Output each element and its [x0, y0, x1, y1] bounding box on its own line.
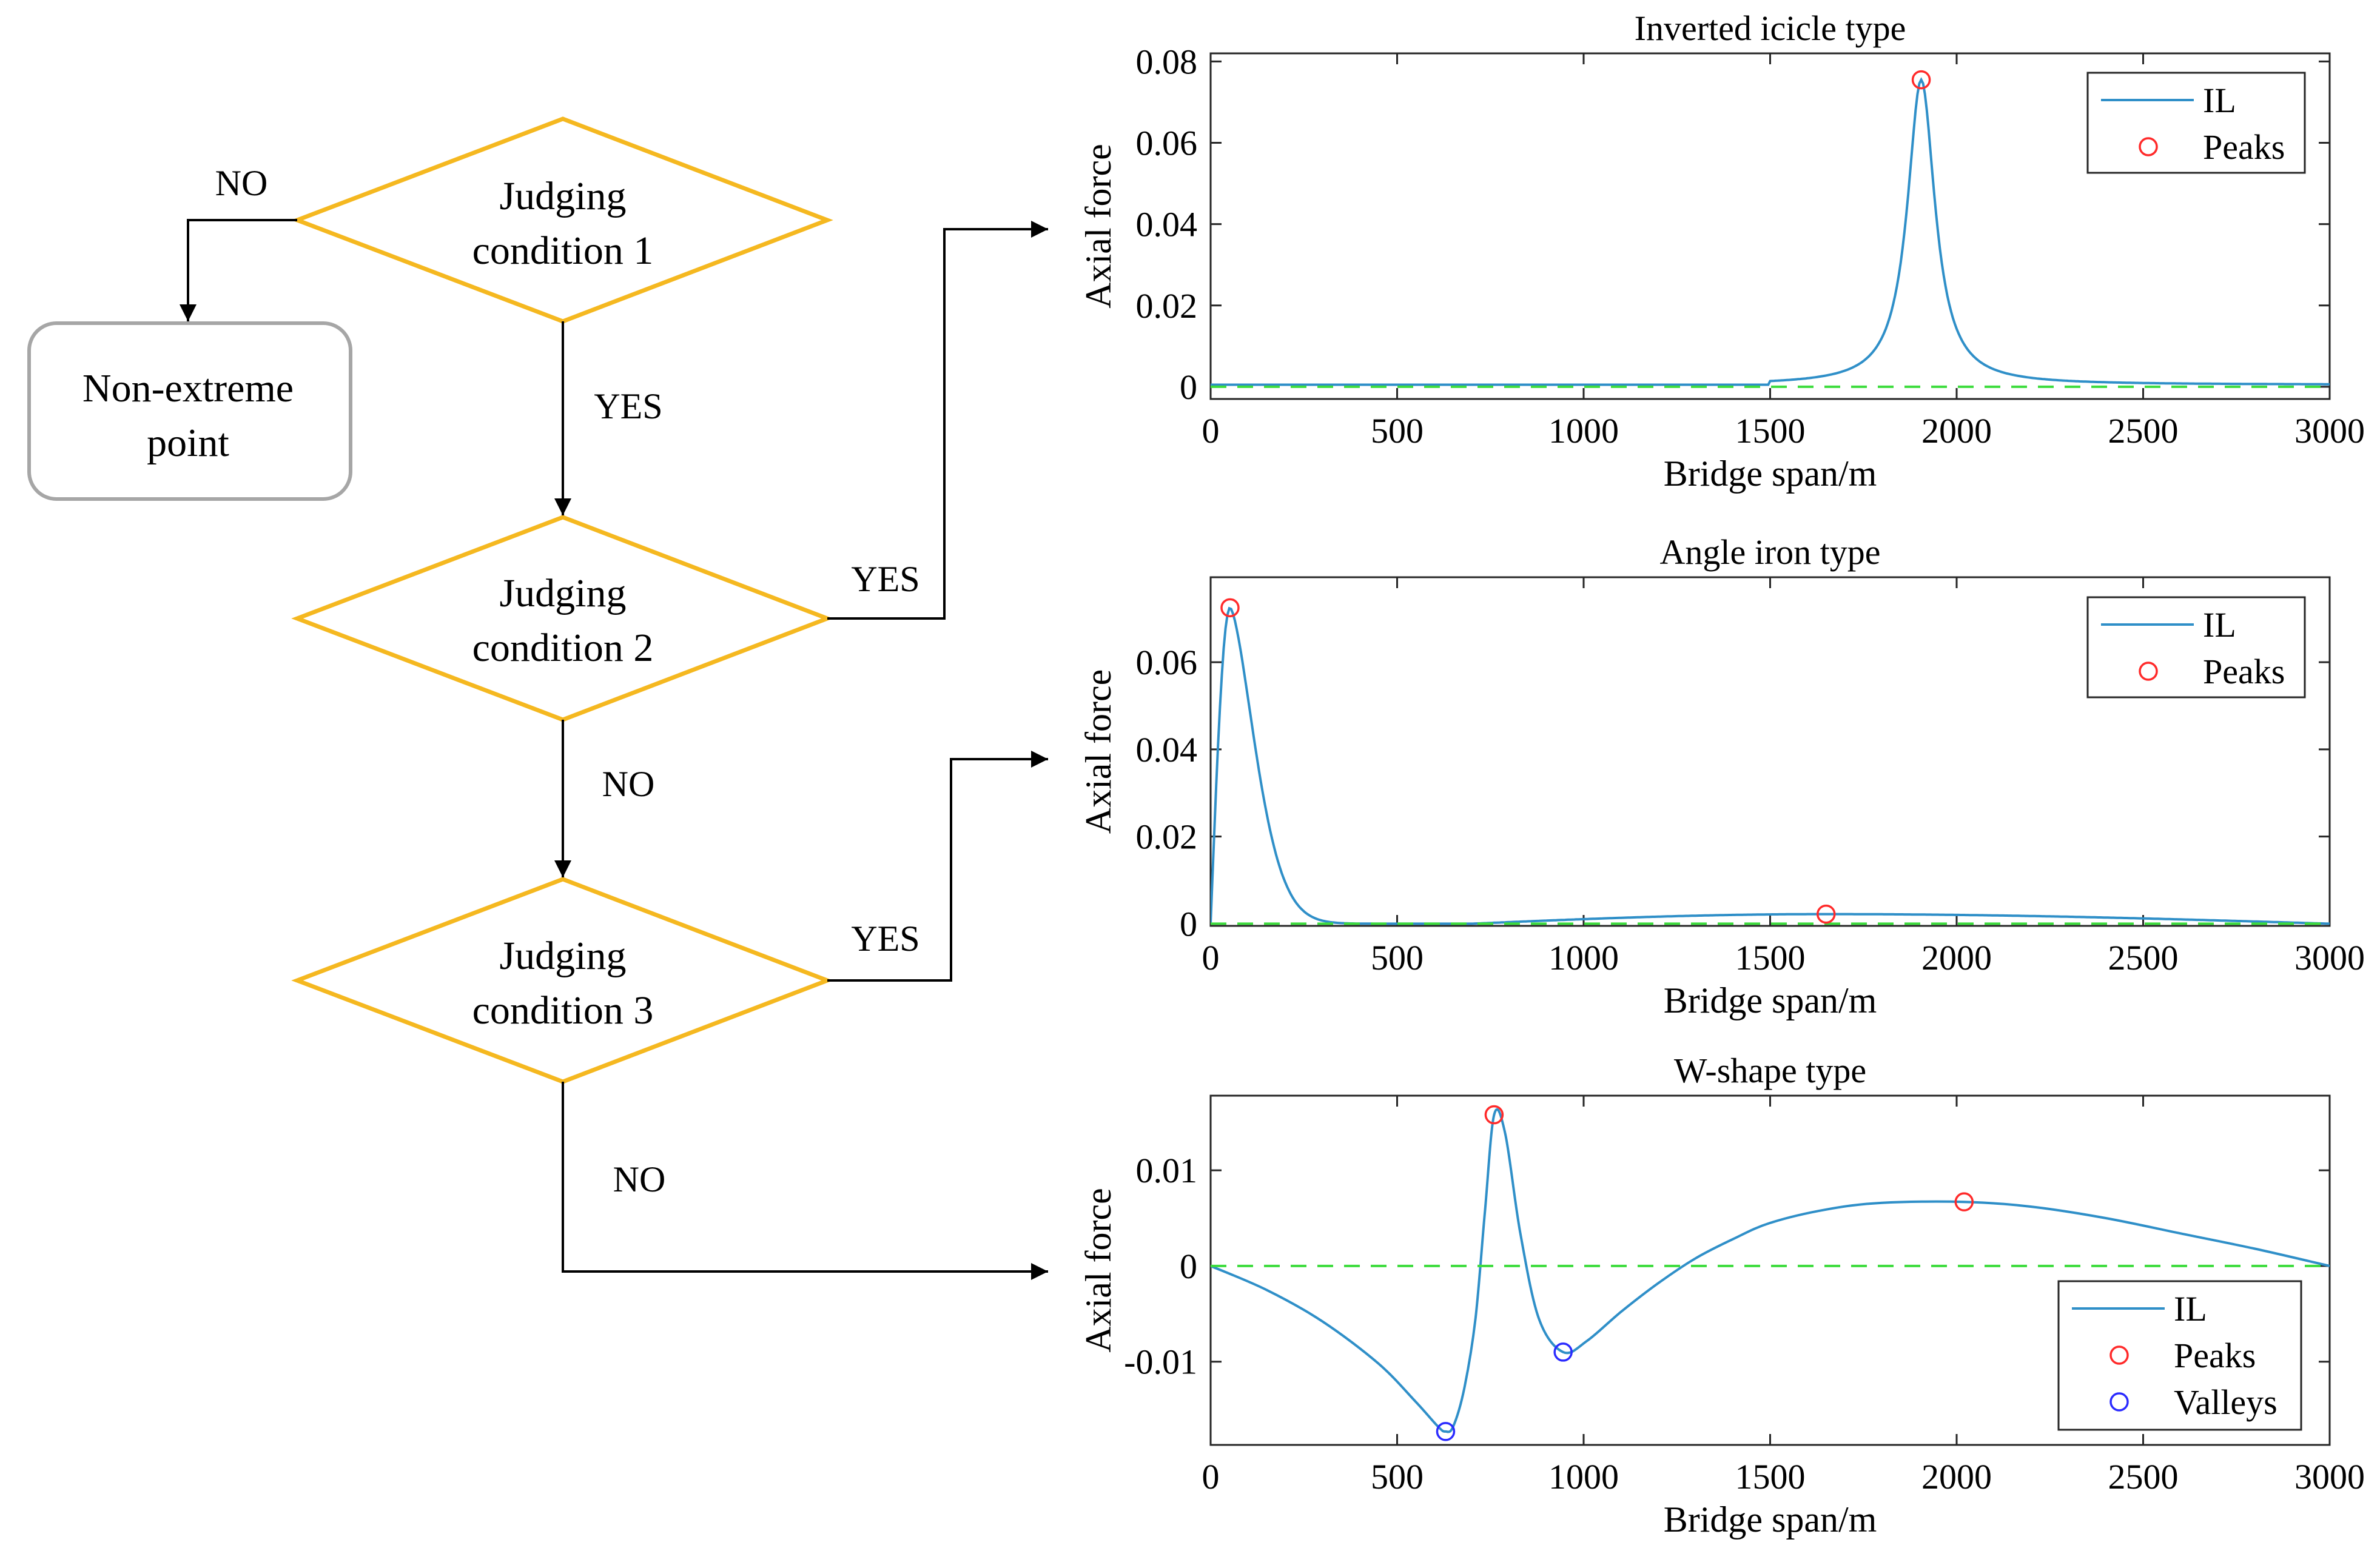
- y-tick-label: 0.06: [1136, 124, 1198, 163]
- legend-label-il: IL: [2174, 1289, 2207, 1328]
- legend-label-il: IL: [2203, 605, 2236, 645]
- chart-1: Inverted icicle type 0 500 1000 1500 2000 2500…: [1078, 8, 2365, 494]
- label-c1-yes: YES: [594, 386, 662, 426]
- x-tick-label: 3000: [2294, 411, 2365, 451]
- legend-box: [2057, 1280, 2302, 1431]
- y-tick-label: 0.06: [1136, 643, 1198, 682]
- chart-title: Angle iron type: [1659, 532, 1880, 572]
- y-axis-label: Axial force: [1078, 669, 1118, 834]
- x-tick-label: 0: [1202, 938, 1220, 977]
- condition-1-line-2: condition 1: [472, 229, 654, 273]
- influence-line-series: [1211, 77, 2330, 386]
- label-c3-yes: YES: [851, 919, 919, 959]
- x-tick-label: 2500: [2108, 411, 2179, 451]
- y-tick-label: 0.08: [1136, 42, 1198, 81]
- y-tick-label: 0: [1180, 1247, 1197, 1286]
- x-tick-label: 2500: [2108, 938, 2179, 977]
- x-tick-label: 1500: [1735, 1457, 1806, 1496]
- non-extreme-point-box: [27, 321, 352, 501]
- x-tick-label: 1000: [1548, 1457, 1619, 1496]
- label-c1-no: NO: [215, 163, 268, 203]
- peak-marker: [1484, 1105, 1504, 1125]
- charts: Inverted icicle type 0 500 1000 1500 2000 2500…: [1078, 8, 2365, 1540]
- legend: IL Peaks: [2086, 596, 2306, 699]
- x-tick-label: 0: [1202, 1457, 1220, 1496]
- condition-3-line-2: condition 3: [472, 988, 654, 1033]
- y-tick-label: 0.02: [1136, 286, 1198, 326]
- legend-marker-valleys: [2109, 1392, 2129, 1412]
- flowchart: Judging condition 1 Judging condition 2 …: [27, 116, 1048, 1280]
- y-tick-label: -0.01: [1124, 1342, 1197, 1382]
- chart-title: W-shape type: [1674, 1051, 1866, 1090]
- edge-c3-yes: [827, 751, 1048, 982]
- chart-2: Angle iron type 0 500 1000 1500 2000 2500 3000 0…: [1078, 532, 2365, 1020]
- x-tick-label: 1500: [1735, 938, 1806, 977]
- chart-3: W-shape type 0 500 1000 1500 2000 2500 3000 -0.0…: [1078, 1051, 2365, 1540]
- legend-marker-peaks: [2139, 662, 2158, 681]
- series-group: [1211, 77, 2330, 388]
- condition-2-line-1: Judging: [499, 571, 626, 615]
- legend-label-peaks: Peaks: [2203, 652, 2285, 691]
- x-tick-label: 1000: [1548, 938, 1619, 977]
- valley-marker: [1436, 1422, 1456, 1441]
- edge-c3-no: [562, 1082, 1048, 1280]
- peak-marker: [1911, 70, 1931, 90]
- valley-marker: [1553, 1342, 1573, 1362]
- x-axis-label: Bridge span/m: [1664, 1499, 1877, 1540]
- peak-marker: [1954, 1192, 1974, 1211]
- diamond-condition-3: [291, 877, 833, 1084]
- x-tick-label: 3000: [2294, 1457, 2365, 1496]
- condition-3-line-1: Judging: [499, 934, 626, 978]
- chart-title: Inverted icicle type: [1635, 8, 1906, 48]
- condition-2-line-2: condition 2: [472, 626, 654, 670]
- x-axis-label: Bridge span/m: [1664, 980, 1877, 1020]
- legend-box: [2086, 596, 2306, 699]
- x-tick-label: 2000: [1921, 938, 1992, 977]
- influence-line-series: [1211, 606, 2330, 925]
- x-axis-label: Bridge span/m: [1664, 454, 1877, 494]
- diamond-condition-1: [291, 116, 833, 324]
- series-group: [1211, 606, 2330, 925]
- legend-box: [2086, 72, 2306, 174]
- legend-label-valleys: Valleys: [2174, 1382, 2277, 1422]
- x-tick-label: 500: [1371, 411, 1424, 451]
- y-tick-label: 0.04: [1136, 730, 1198, 769]
- x-tick-label: 0: [1202, 411, 1220, 451]
- y-tick-label: 0: [1180, 904, 1197, 943]
- edge-c2-yes: [827, 221, 1048, 620]
- non-extreme-line-2: point: [147, 421, 229, 465]
- label-c3-no: NO: [613, 1159, 666, 1199]
- peak-marker: [1220, 598, 1240, 618]
- y-tick-label: 0.01: [1136, 1151, 1198, 1190]
- y-axis-label: Axial force: [1078, 1188, 1118, 1353]
- y-tick-label: 0.02: [1136, 817, 1198, 857]
- legend: IL Peaks Valleys: [2057, 1280, 2302, 1431]
- x-tick-label: 500: [1371, 1457, 1424, 1496]
- edge-c1-no: [180, 219, 297, 321]
- y-tick-label: 0.04: [1136, 205, 1198, 244]
- legend-label-il: IL: [2203, 81, 2236, 120]
- x-tick-label: 2000: [1921, 1457, 1992, 1496]
- x-tick-label: 2000: [1921, 411, 1992, 451]
- y-tick-label: 0: [1180, 367, 1197, 407]
- legend-marker-peaks: [2109, 1345, 2129, 1365]
- x-tick-label: 3000: [2294, 938, 2365, 977]
- peak-marker: [1817, 904, 1836, 924]
- x-tick-label: 2500: [2108, 1457, 2179, 1496]
- legend-label-peaks: Peaks: [2203, 127, 2285, 167]
- legend: IL Peaks: [2086, 72, 2306, 174]
- x-tick-label: 500: [1371, 938, 1424, 977]
- label-c2-yes: YES: [851, 559, 919, 599]
- label-c2-no: NO: [602, 764, 655, 804]
- x-tick-label: 1500: [1735, 411, 1806, 451]
- condition-1-line-1: Judging: [499, 174, 626, 218]
- diamond-condition-2: [291, 515, 833, 722]
- y-axis-label: Axial force: [1078, 144, 1118, 309]
- non-extreme-line-1: Non-extreme: [82, 366, 294, 410]
- x-tick-label: 1000: [1548, 411, 1619, 451]
- legend-marker-peaks: [2139, 137, 2158, 156]
- legend-label-peaks: Peaks: [2174, 1336, 2256, 1375]
